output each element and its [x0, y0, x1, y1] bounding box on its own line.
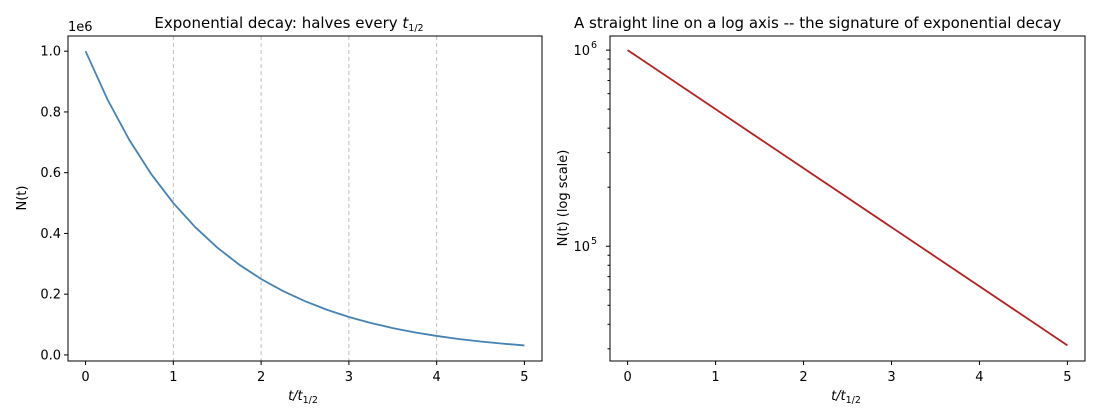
- plot-frame-left: [67, 35, 543, 362]
- y-tick-label: 0.4: [40, 227, 61, 242]
- x-tick-label: 3: [345, 370, 353, 385]
- x-tick-label: 4: [975, 370, 983, 385]
- x-tick-label: 1: [711, 370, 719, 385]
- vertical-gridlines: [172, 36, 438, 361]
- x-tick-label: 0: [623, 370, 631, 385]
- y-tick-label: 0.8: [40, 105, 61, 120]
- y-tick-label: 0.0: [40, 348, 61, 363]
- decay-curve-line: [84, 50, 525, 347]
- ticks-left: 0 1 2 3 4 5 0.0 0.2 0.4 0.6 0.8 1.0: [40, 45, 528, 385]
- chart-title-left: Exponential decay: halves every t1/2: [154, 14, 423, 34]
- y-axis-label-left: N(t): [15, 186, 30, 211]
- log-decay-line: [627, 49, 1068, 347]
- offset-text: 1e6: [68, 20, 93, 35]
- x-tick-label: 2: [257, 370, 265, 385]
- x-tick-label: 5: [1063, 370, 1071, 385]
- y-tick-label: 0.2: [40, 288, 61, 303]
- y-tick-label: 0.6: [40, 166, 61, 181]
- y-tick-exponent: 6: [591, 40, 597, 51]
- y-tick-label: 10: [573, 240, 590, 255]
- x-axis-label-right: t/t1/2: [831, 389, 861, 406]
- y-axis-label-right: N(t) (log scale): [556, 150, 571, 247]
- x-tick-label: 2: [799, 370, 807, 385]
- x-tick-label: 5: [520, 370, 528, 385]
- y-tick-exponent: 5: [591, 236, 597, 247]
- y-tick-label: 10: [573, 44, 590, 59]
- x-tick-label: 0: [81, 370, 89, 385]
- x-tick-label: 3: [887, 370, 895, 385]
- x-axis-label-left: t/t1/2: [288, 389, 318, 406]
- y-tick-label: 1.0: [40, 45, 61, 60]
- x-tick-label: 4: [433, 370, 441, 385]
- panel-linear: 0 1 2 3 4 5 0.0 0.2 0.4 0.6 0.8 1.0 Exponential dec…: [15, 14, 543, 406]
- chart-title-right: A straight line on a log axis -- the sig…: [574, 14, 1061, 32]
- x-tick-label: 1: [169, 370, 177, 385]
- plot-frame-right: [609, 35, 1086, 362]
